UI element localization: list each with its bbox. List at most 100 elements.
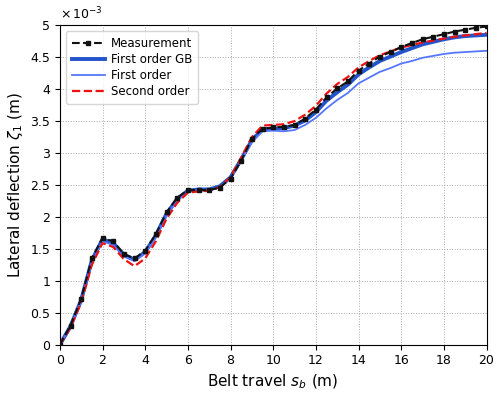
First order	[57, 342, 63, 347]
Second order	[441, 36, 447, 41]
First order GB	[334, 90, 340, 95]
First order	[473, 49, 479, 54]
Line: Second order: Second order	[60, 33, 486, 345]
Second order	[430, 38, 436, 43]
Measurement	[110, 239, 116, 244]
First order	[430, 54, 436, 58]
Line: First order: First order	[60, 51, 486, 345]
First order	[142, 251, 148, 256]
Measurement	[89, 256, 95, 261]
First order GB	[100, 237, 105, 242]
Second order	[388, 49, 394, 54]
First order GB	[185, 188, 191, 193]
First order GB	[110, 241, 116, 245]
First order GB	[78, 298, 84, 303]
First order GB	[484, 33, 490, 37]
Second order	[164, 216, 170, 221]
First order GB	[292, 123, 298, 128]
Second order	[473, 32, 479, 37]
First order	[356, 81, 362, 86]
First order	[238, 158, 244, 163]
First order	[185, 189, 191, 194]
Second order	[174, 200, 180, 205]
Measurement	[185, 188, 191, 193]
First order	[292, 128, 298, 133]
Measurement	[462, 27, 468, 32]
First order GB	[217, 184, 223, 189]
Second order	[313, 103, 319, 108]
Second order	[217, 185, 223, 189]
First order GB	[430, 39, 436, 44]
X-axis label: Belt travel $s_b$ (m): Belt travel $s_b$ (m)	[208, 373, 339, 391]
Measurement	[57, 342, 63, 347]
Second order	[196, 189, 202, 194]
First order GB	[313, 110, 319, 114]
Second order	[484, 31, 490, 35]
Measurement	[100, 236, 105, 241]
First order GB	[366, 65, 372, 70]
First order	[206, 188, 212, 193]
Second order	[132, 264, 138, 268]
First order GB	[281, 126, 287, 131]
Measurement	[281, 124, 287, 129]
Second order	[89, 262, 95, 267]
First order	[110, 243, 116, 247]
Second order	[142, 256, 148, 261]
Second order	[377, 53, 383, 58]
First order GB	[164, 211, 170, 216]
First order GB	[462, 34, 468, 39]
First order	[228, 176, 234, 181]
First order GB	[409, 46, 415, 50]
Second order	[356, 65, 362, 70]
First order	[484, 48, 490, 53]
First order	[260, 129, 266, 134]
Measurement	[324, 95, 330, 100]
First order GB	[142, 250, 148, 254]
Second order	[398, 45, 404, 50]
Measurement	[334, 86, 340, 91]
First order GB	[238, 157, 244, 162]
First order GB	[132, 257, 138, 262]
Line: Measurement: Measurement	[58, 24, 489, 347]
First order	[89, 260, 95, 265]
Second order	[260, 123, 266, 128]
First order GB	[473, 33, 479, 38]
Measurement	[398, 44, 404, 49]
Measurement	[420, 37, 426, 42]
First order	[313, 116, 319, 120]
Measurement	[249, 137, 255, 141]
Second order	[110, 245, 116, 249]
First order	[281, 129, 287, 134]
First order	[121, 254, 127, 259]
First order GB	[270, 126, 276, 131]
Second order	[206, 188, 212, 193]
Measurement	[345, 79, 351, 84]
First order	[164, 213, 170, 218]
Text: $\times\,10^{-3}$: $\times\,10^{-3}$	[60, 6, 102, 22]
Measurement	[142, 249, 148, 253]
First order GB	[228, 175, 234, 180]
First order	[78, 299, 84, 304]
First order	[420, 56, 426, 60]
First order	[462, 50, 468, 54]
Measurement	[366, 61, 372, 66]
Measurement	[228, 176, 234, 181]
First order GB	[356, 72, 362, 77]
Second order	[185, 190, 191, 195]
Second order	[334, 82, 340, 87]
Second order	[228, 175, 234, 180]
Measurement	[441, 32, 447, 37]
First order	[68, 324, 73, 329]
Second order	[462, 33, 468, 38]
Second order	[78, 300, 84, 305]
First order	[174, 198, 180, 203]
First order	[345, 91, 351, 95]
Second order	[57, 342, 63, 347]
First order GB	[196, 187, 202, 192]
Second order	[281, 122, 287, 127]
Second order	[238, 155, 244, 160]
First order GB	[398, 50, 404, 54]
Y-axis label: Lateral deflection $\zeta_1$ (m): Lateral deflection $\zeta_1$ (m)	[6, 92, 25, 278]
First order GB	[260, 127, 266, 132]
Second order	[452, 34, 458, 39]
